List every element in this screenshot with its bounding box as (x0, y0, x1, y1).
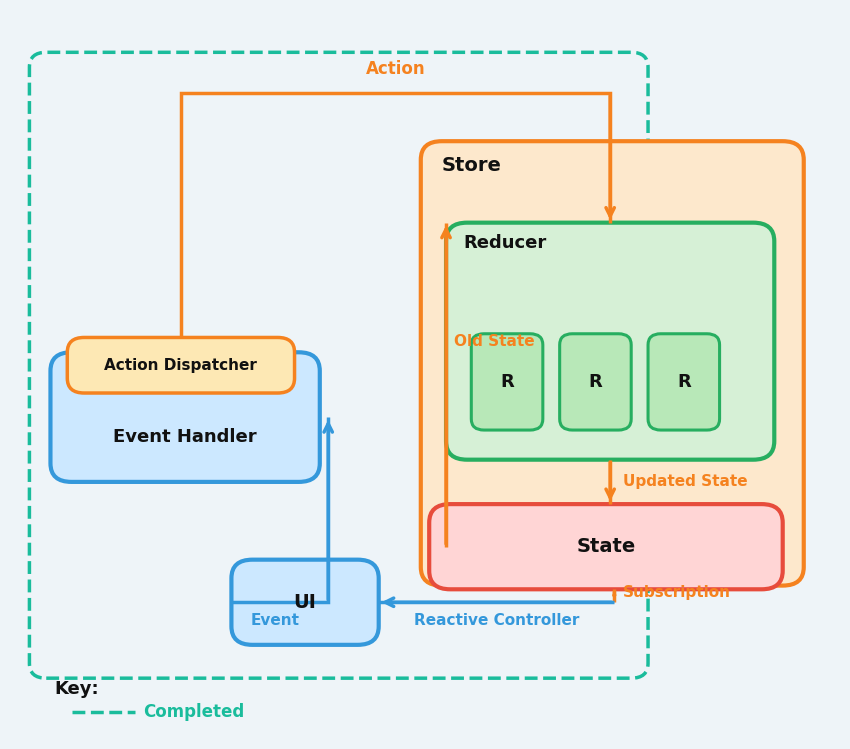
FancyBboxPatch shape (471, 334, 543, 430)
Text: Key:: Key: (54, 680, 99, 698)
Text: Store: Store (442, 156, 501, 175)
Text: R: R (500, 373, 514, 391)
Text: Updated State: Updated State (623, 474, 747, 489)
FancyBboxPatch shape (446, 222, 774, 460)
Text: UI: UI (293, 592, 316, 612)
Text: R: R (677, 373, 691, 391)
FancyBboxPatch shape (231, 560, 379, 645)
Text: R: R (588, 373, 603, 391)
FancyBboxPatch shape (67, 338, 295, 393)
FancyBboxPatch shape (429, 504, 783, 589)
FancyBboxPatch shape (648, 334, 720, 430)
Text: Completed: Completed (143, 703, 244, 721)
Text: Event Handler: Event Handler (113, 428, 257, 446)
FancyBboxPatch shape (559, 334, 632, 430)
Text: Event: Event (251, 613, 300, 628)
Text: Subscription: Subscription (623, 584, 731, 599)
Text: Action: Action (366, 60, 425, 78)
FancyBboxPatch shape (421, 142, 804, 586)
Text: State: State (576, 537, 636, 557)
Text: Old State: Old State (455, 333, 536, 348)
Text: Action Dispatcher: Action Dispatcher (105, 358, 258, 373)
FancyBboxPatch shape (50, 352, 320, 482)
Text: Reactive Controller: Reactive Controller (414, 613, 579, 628)
Text: Reducer: Reducer (463, 234, 547, 252)
